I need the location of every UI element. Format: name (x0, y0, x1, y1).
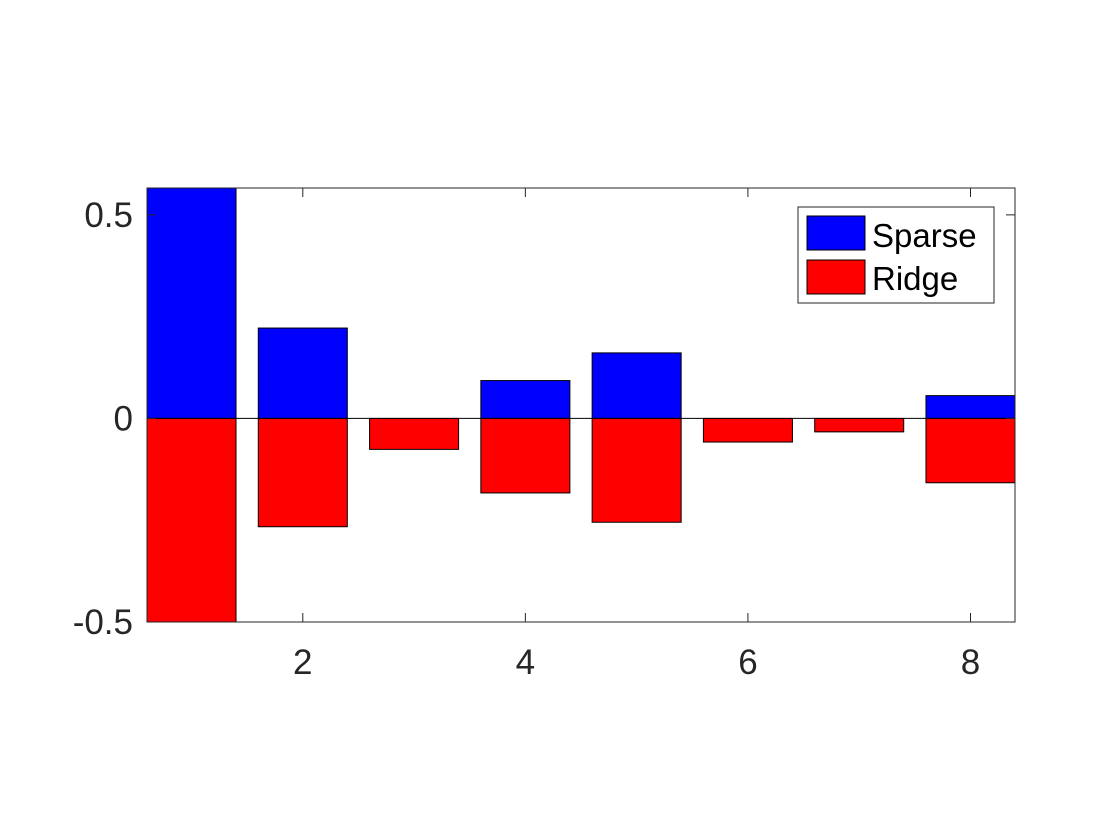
bar-ridge-8 (925, 417, 1016, 484)
bar-ridge-7 (814, 417, 905, 433)
bar-sparse-8 (925, 395, 1016, 419)
bar-ridge-4 (480, 417, 571, 494)
ridge-bars (146, 417, 1016, 623)
x-tick-label-8: 8 (961, 643, 980, 682)
legend-swatch-sparse (806, 215, 866, 251)
y-tick-label-2: 0.5 (84, 196, 133, 235)
legend-label-ridge: Ridge (872, 260, 958, 297)
bar-sparse-1 (146, 187, 237, 419)
legend-label-sparse: Sparse (872, 217, 977, 254)
bar-ridge-2 (257, 417, 348, 528)
bar-sparse-5 (591, 352, 682, 419)
bar-ridge-3 (369, 417, 460, 450)
x-axis-ticks: 2 4 6 8 (293, 188, 980, 682)
sparse-bars (146, 187, 1016, 419)
bar-ridge-5 (591, 417, 682, 523)
bar-sparse-2 (257, 327, 348, 419)
y-tick-label-1: 0 (114, 399, 133, 438)
x-tick-label-4: 4 (516, 643, 535, 682)
bar-sparse-4 (480, 380, 571, 419)
axes-frame (146, 187, 1016, 623)
x-tick-label-6: 6 (738, 643, 757, 682)
x-tick-label-2: 2 (293, 643, 312, 682)
y-axis-ticks: -0.5 0 0.5 (73, 196, 1015, 642)
legend-swatch-ridge (806, 259, 866, 295)
bar-ridge-6 (702, 417, 793, 443)
bar-ridge-1 (146, 417, 237, 623)
y-tick-label-0: -0.5 (73, 603, 133, 642)
legend: Sparse Ridge (797, 206, 995, 304)
